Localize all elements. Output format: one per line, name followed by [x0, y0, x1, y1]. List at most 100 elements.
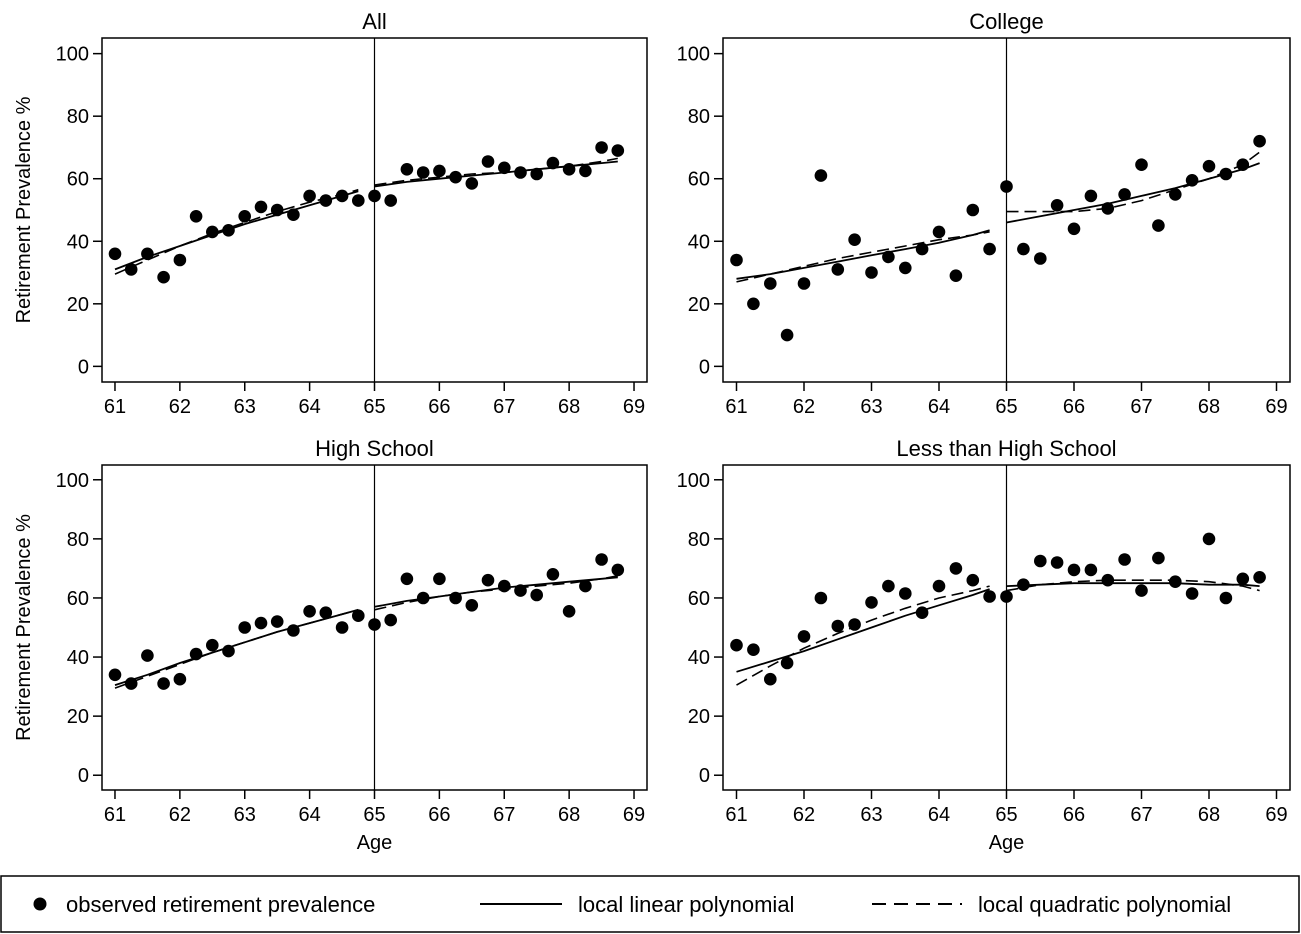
observed-point — [530, 588, 543, 602]
x-tick-label: 67 — [493, 804, 515, 826]
observed-point — [949, 562, 963, 575]
x-tick-label: 67 — [1130, 396, 1152, 418]
observed-point — [814, 169, 828, 182]
observed-point — [335, 621, 349, 634]
observed-point — [173, 672, 187, 686]
x-tick-label: 65 — [363, 804, 385, 826]
observed-point — [1202, 532, 1216, 546]
observed-point — [764, 277, 777, 290]
observed-point — [966, 573, 980, 587]
x-tick-label: 69 — [1265, 804, 1287, 826]
observed-point — [915, 606, 929, 619]
linear-fit-left — [114, 608, 359, 686]
x-tick-label: 68 — [558, 804, 580, 826]
observed-point — [865, 266, 878, 279]
observed-point — [368, 618, 381, 631]
x-tick-label: 67 — [493, 396, 515, 418]
observed-point — [206, 225, 219, 239]
x-tick-label: 63 — [860, 804, 882, 826]
y-tick-label: 40 — [67, 647, 89, 669]
observed-point — [865, 596, 878, 609]
observed-point — [498, 579, 511, 593]
observed-point — [206, 638, 219, 652]
observed-point — [384, 194, 398, 207]
x-tick-label: 67 — [1130, 804, 1152, 826]
observed-point — [1185, 587, 1199, 600]
y-tick-label: 80 — [688, 106, 710, 128]
observed-point — [254, 200, 268, 214]
observed-point — [1253, 134, 1266, 148]
panel-title: High School — [315, 436, 434, 461]
observed-point — [238, 621, 251, 634]
y-axis-title: Retirement Prevalence % — [13, 514, 35, 741]
x-tick-label: 61 — [725, 804, 747, 826]
panel-3: High School 0 20 40 60 80 100 61 62 63 64 65 66 67 68 6… — [13, 436, 648, 854]
observed-point — [1219, 591, 1233, 605]
panel-title: All — [362, 9, 386, 34]
x-tick-label: 62 — [793, 396, 815, 418]
observed-point — [1135, 158, 1148, 171]
observed-point — [546, 568, 560, 581]
observed-point — [368, 189, 381, 203]
observed-point — [1219, 167, 1233, 181]
observed-point — [335, 189, 349, 203]
observed-point — [465, 599, 479, 612]
y-tick-label: 0 — [78, 765, 89, 787]
y-tick-label: 100 — [56, 44, 89, 66]
observed-point — [764, 672, 777, 686]
observed-point — [498, 161, 511, 175]
observed-point — [416, 591, 430, 605]
observed-point — [270, 615, 284, 628]
panel-4: Less than High School 0 20 40 60 80 100 61 62 63 6… — [677, 436, 1291, 854]
y-tick-label: 0 — [699, 765, 710, 787]
y-tick-label: 60 — [688, 169, 710, 191]
x-tick-label: 66 — [1063, 804, 1085, 826]
observed-point — [899, 261, 912, 275]
y-tick-label: 40 — [67, 231, 89, 253]
observed-point — [546, 156, 560, 170]
observed-point — [433, 164, 446, 178]
observed-point — [1135, 584, 1148, 597]
x-tick-label: 64 — [298, 804, 320, 826]
observed-point — [579, 164, 592, 178]
x-tick-label: 62 — [793, 804, 815, 826]
quadratic-fit-right — [1006, 151, 1261, 213]
observed-point — [831, 263, 845, 276]
observed-point — [1067, 563, 1081, 577]
x-tick-label: 69 — [1265, 396, 1287, 418]
legend-marker-observed — [33, 897, 47, 911]
x-tick-label: 64 — [928, 396, 950, 418]
observed-point — [1169, 575, 1182, 588]
x-axis-title: Age — [357, 832, 393, 854]
observed-point — [481, 573, 495, 587]
observed-point — [530, 167, 543, 181]
observed-point — [932, 579, 946, 593]
x-tick-label: 61 — [104, 804, 126, 826]
observed-point — [157, 270, 170, 284]
x-tick-label: 64 — [298, 396, 320, 418]
observed-point — [983, 590, 996, 603]
legend-label-linear: local linear polynomial — [578, 892, 794, 917]
linear-fit-left — [736, 588, 990, 673]
panels-layer: All 0 20 40 60 80 100 61 62 63 64 65 66 67 68 69 Retirem… — [13, 9, 1291, 854]
observed-point — [579, 579, 592, 593]
x-tick-label: 69 — [623, 396, 645, 418]
observed-point — [1017, 578, 1030, 591]
observed-point — [747, 643, 760, 656]
observed-point — [287, 624, 300, 637]
panel-title: College — [969, 9, 1044, 34]
observed-point — [141, 247, 154, 261]
x-tick-label: 63 — [860, 396, 882, 418]
x-tick-label: 66 — [428, 396, 450, 418]
y-tick-label: 0 — [78, 356, 89, 378]
observed-point — [1236, 158, 1250, 171]
observed-point — [433, 572, 446, 586]
observed-point — [966, 203, 980, 217]
observed-point — [949, 269, 963, 283]
observed-point — [1185, 174, 1199, 187]
observed-point — [915, 242, 929, 256]
x-tick-label: 65 — [995, 804, 1017, 826]
observed-point — [730, 638, 743, 652]
observed-point — [108, 247, 122, 261]
y-tick-label: 40 — [688, 647, 710, 669]
